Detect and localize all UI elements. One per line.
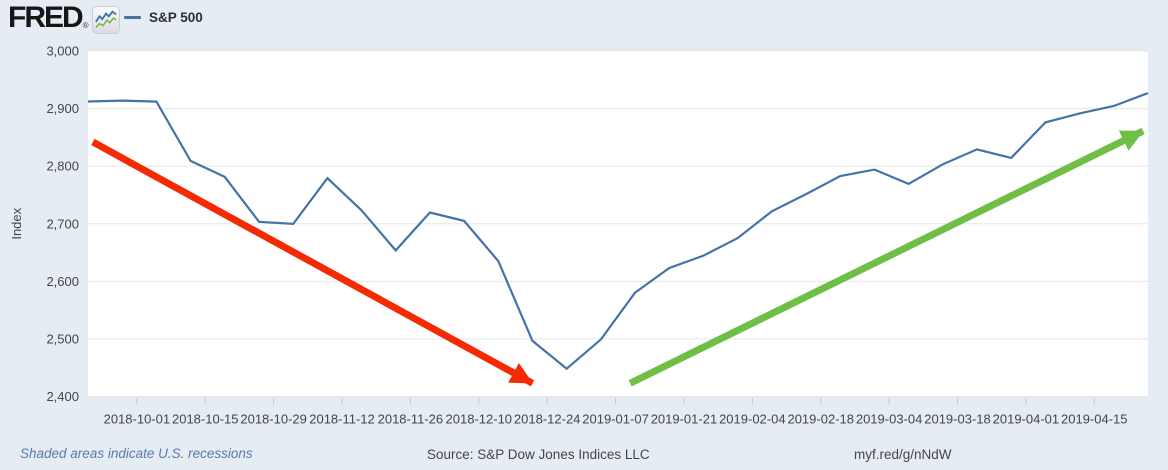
x-tick-label: 2018-11-26 (378, 412, 444, 427)
x-tick-label: 2019-04-01 (993, 412, 1060, 427)
x-tick-label: 2018-10-15 (172, 412, 239, 427)
y-tick-label: 2,600 (46, 274, 79, 289)
chart-header: FRED ® S&P 500 (0, 0, 1168, 44)
x-tick-label: 2019-04-15 (1061, 412, 1128, 427)
sp500-line-chart: 2,400 2,500 2,600 2,700 2,800 2,900 3,000 2018-… (9, 44, 1149, 427)
y-tick-label: 2,500 (46, 331, 79, 346)
x-tick-label: 2019-01-07 (582, 412, 649, 427)
y-tick-label: 3,000 (46, 44, 79, 59)
x-tick-label: 2018-12-10 (446, 412, 513, 427)
x-tick-label: 2018-12-24 (514, 412, 581, 427)
y-axis-title: Index (9, 207, 24, 239)
sp500-series-line (87, 92, 1149, 371)
legend-line-marker (124, 16, 141, 19)
x-tick-label: 2018-10-01 (104, 412, 171, 427)
fred-short-link[interactable]: myf.red/g/nNdW (854, 447, 952, 462)
uptrend-arrow (628, 127, 1145, 387)
x-tick-label: 2019-01-21 (651, 412, 718, 427)
y-tick-label: 2,800 (46, 159, 79, 174)
downtrend-arrow (91, 138, 535, 387)
fred-logo-sparkline-icon (91, 5, 120, 34)
y-tick-label: 2,700 (46, 216, 79, 231)
fred-logo-text: FRED (8, 1, 84, 34)
recession-shading-note: Shaded areas indicate U.S. recessions (20, 446, 253, 461)
y-tick-label: 2,900 (46, 101, 79, 116)
fred-logo: FRED ® (8, 1, 120, 35)
y-tick-label: 2,400 (46, 389, 79, 404)
sparkline-green (94, 16, 117, 28)
legend-series-label: S&P 500 (149, 10, 203, 25)
chart-legend: S&P 500 (124, 10, 203, 25)
x-tick-label: 2019-03-18 (924, 412, 991, 427)
data-source-text: Source: S&P Dow Jones Indices LLC (427, 447, 650, 462)
registered-trademark-symbol: ® (82, 21, 89, 30)
x-tick-label: 2019-02-04 (719, 412, 786, 427)
x-tick-label: 2018-11-12 (309, 412, 375, 427)
sparkline-svg (94, 9, 117, 28)
x-tick-label: 2018-10-29 (240, 412, 307, 427)
sparkline-blue (94, 9, 117, 22)
x-tick-label: 2019-03-04 (856, 412, 923, 427)
x-tick-label: 2019-02-18 (787, 412, 854, 427)
